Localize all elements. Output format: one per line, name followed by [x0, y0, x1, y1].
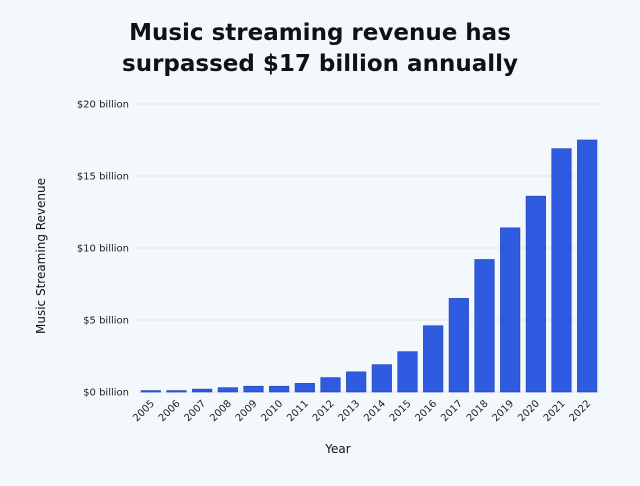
bar-2010	[269, 385, 290, 393]
bar-2012	[320, 377, 341, 393]
bars	[140, 139, 598, 393]
bar-2011	[294, 383, 315, 393]
x-tick-label: 2014	[362, 398, 388, 424]
x-tick-label: 2019	[491, 398, 517, 424]
x-tick-label: 2005	[131, 398, 157, 424]
x-tick-label: 2007	[183, 398, 209, 424]
bar-2021	[551, 148, 572, 393]
x-tick-label: 2009	[234, 398, 260, 424]
y-axis-ticks: $0 billion $5 billion $10 billion $15 billi…	[77, 100, 129, 399]
bar-2014	[371, 364, 392, 393]
bar-2015	[397, 351, 418, 393]
x-axis-title: Year	[324, 442, 350, 456]
x-axis-ticks: 2005 2006 2007 2008 2009 2010 2011 2012 2013 2014…	[131, 398, 593, 424]
x-tick-label: 2018	[465, 398, 491, 424]
bar-2022	[577, 139, 598, 393]
y-tick-label: $5 billion	[83, 316, 129, 327]
x-tick-label: 2013	[337, 398, 363, 424]
y-tick-label: $15 billion	[77, 172, 129, 183]
bar-2013	[346, 371, 367, 393]
y-axis-title: Music Streaming Revenue	[34, 178, 48, 334]
bar-2018	[474, 259, 495, 393]
bar-2005	[140, 390, 161, 393]
x-tick-label: 2012	[311, 398, 337, 424]
bar-2017	[448, 298, 469, 393]
y-tick-label: $10 billion	[77, 244, 129, 255]
y-tick-label: $0 billion	[83, 388, 129, 399]
x-tick-label: 2015	[388, 398, 414, 424]
bar-2016	[423, 325, 444, 393]
x-tick-label: 2021	[542, 398, 568, 424]
chart-title-line-1: Music streaming revenue has	[129, 20, 511, 46]
y-tick-label: $20 billion	[77, 100, 129, 111]
x-tick-label: 2017	[439, 398, 465, 424]
bar-2007	[192, 388, 213, 393]
bar-2009	[243, 385, 264, 393]
x-tick-label: 2022	[568, 398, 594, 424]
x-tick-label: 2011	[285, 398, 311, 424]
bar-2020	[525, 195, 546, 393]
x-tick-label: 2020	[516, 398, 542, 424]
chart-title-line-2: surpassed $17 billion annually	[122, 51, 518, 77]
x-tick-label: 2016	[414, 398, 440, 424]
bar-2008	[217, 387, 238, 393]
x-tick-label: 2010	[260, 398, 286, 424]
x-tick-label: 2008	[208, 398, 234, 424]
bar-2019	[500, 227, 521, 393]
grid-lines	[138, 103, 600, 393]
x-tick-label: 2006	[157, 398, 183, 424]
bar-2006	[166, 390, 187, 393]
